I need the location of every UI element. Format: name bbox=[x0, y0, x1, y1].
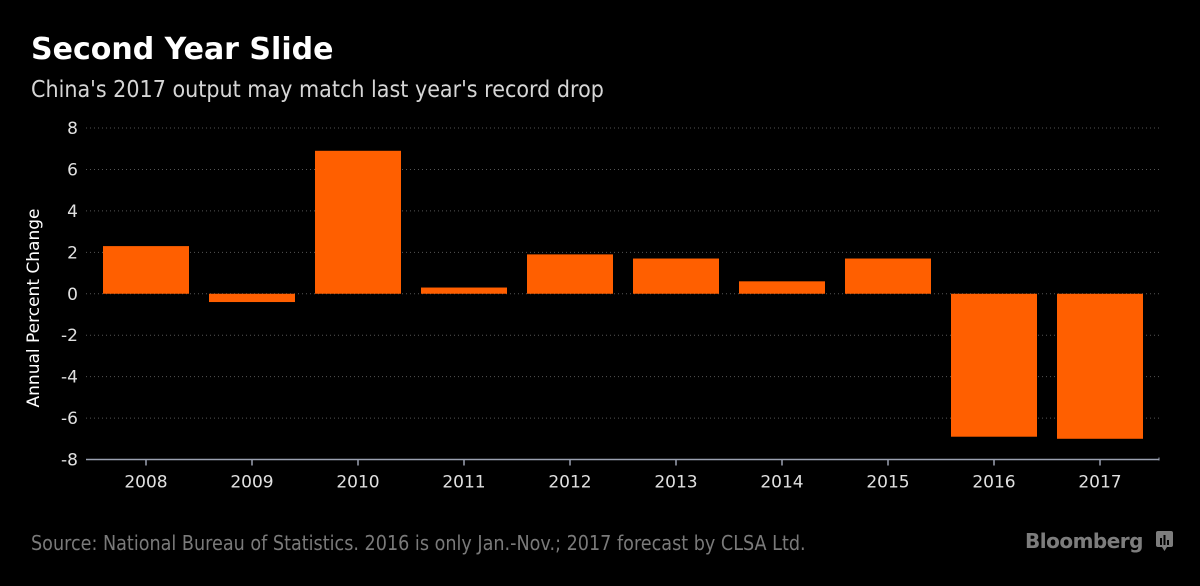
x-tick-label: 2012 bbox=[548, 473, 591, 493]
x-tick-label: 2015 bbox=[866, 473, 909, 493]
bloomberg-chart-icon bbox=[1156, 531, 1173, 551]
y-tick-label: -8 bbox=[61, 451, 78, 471]
chart-subtitle: China's 2017 output may match last year'… bbox=[31, 77, 604, 103]
source-note: Source: National Bureau of Statistics. 2… bbox=[31, 531, 806, 555]
bar-2013 bbox=[633, 258, 719, 294]
y-axis-label: Annual Percent Change bbox=[24, 209, 44, 408]
chart-title: Second Year Slide bbox=[31, 32, 334, 67]
x-tick-label: 2017 bbox=[1078, 473, 1121, 493]
y-tick-label: 2 bbox=[67, 243, 78, 263]
x-axis: 2008 2009 2010 2011 2012 2013 2014 2015 2016 2017 bbox=[86, 457, 1160, 493]
bar-2010 bbox=[315, 150, 401, 294]
x-tick-label: 2014 bbox=[760, 473, 803, 493]
bar-2012 bbox=[527, 254, 613, 294]
x-tick-label: 2016 bbox=[972, 473, 1015, 493]
y-tick-label: -6 bbox=[61, 409, 78, 429]
bar-2016 bbox=[951, 293, 1037, 437]
x-tick-label: 2010 bbox=[336, 473, 379, 493]
bar-2015 bbox=[845, 258, 931, 294]
gridlines bbox=[86, 127, 1159, 419]
bloomberg-logo: Bloomberg bbox=[1025, 529, 1143, 553]
bar-2017 bbox=[1057, 293, 1143, 439]
x-tick-label: 2013 bbox=[654, 473, 697, 493]
x-tick-label: 2009 bbox=[230, 473, 273, 493]
bar-2008 bbox=[103, 246, 189, 294]
bar-2009 bbox=[209, 293, 295, 303]
y-tick-label: 4 bbox=[67, 202, 78, 222]
x-tick-label: 2008 bbox=[124, 473, 167, 493]
y-tick-label: 8 bbox=[67, 119, 78, 139]
x-tick-label: 2011 bbox=[442, 473, 485, 493]
bar-2011 bbox=[421, 287, 507, 294]
y-tick-label: 6 bbox=[67, 160, 78, 180]
bar-2014 bbox=[739, 281, 825, 294]
y-tick-label: -4 bbox=[61, 368, 78, 388]
bars bbox=[103, 150, 1143, 439]
y-tick-label: 0 bbox=[67, 285, 78, 305]
y-axis-ticks: 8 6 4 2 0 -2 -4 -6 -8 bbox=[61, 119, 78, 471]
y-tick-label: -2 bbox=[61, 326, 78, 346]
